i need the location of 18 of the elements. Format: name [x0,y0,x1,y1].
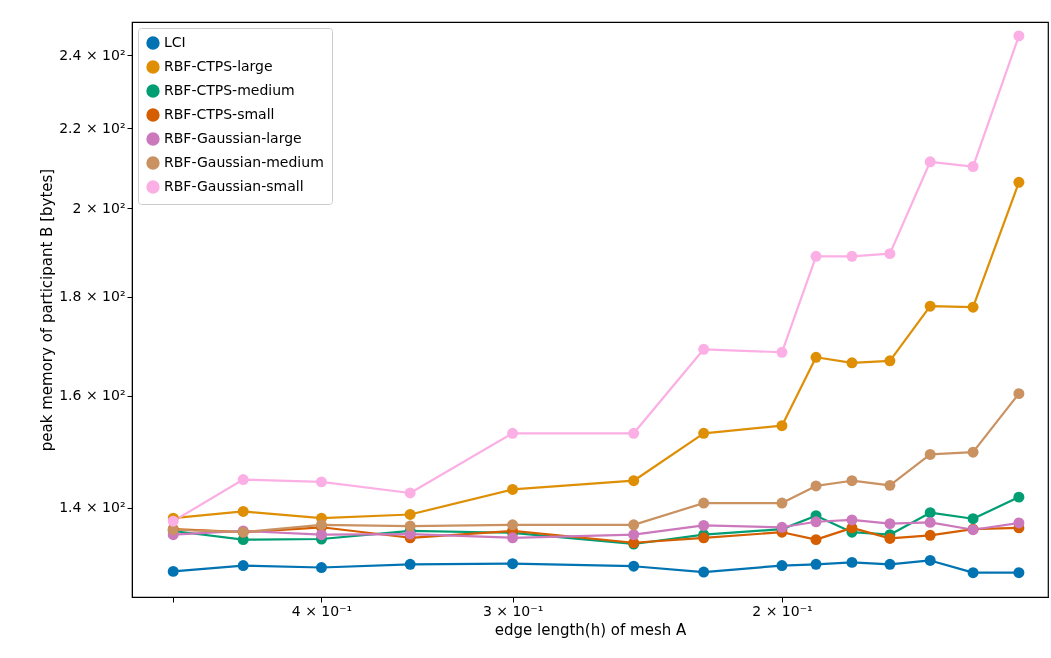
y-tick-label: 2.4 × 10² [59,46,126,63]
legend-label: LCI [164,34,186,50]
legend-label: RBF-Gaussian-large [164,130,302,146]
y-tick-label: 1.6 × 10² [59,387,126,404]
x-axis-title: edge length(h) of mesh A [494,620,687,639]
y-tick-label: 2 × 10² [72,199,126,216]
legend-label: RBF-CTPS-medium [164,82,295,98]
legend-label: RBF-CTPS-small [164,106,275,122]
y-tick-label: 1.8 × 10² [59,288,126,305]
y-axis-title: peak memory of participant B [bytes] [38,168,57,452]
y-tick-label: 2.2 × 10² [59,119,126,136]
y-tick-label: 1.4 × 10² [59,499,126,516]
legend-label: RBF-CTPS-large [164,58,273,74]
x-tick-label: 2 × 10⁻¹ [752,602,813,619]
x-tick-label: 3 × 10⁻¹ [482,602,544,619]
legend-label: RBF-Gaussian-small [164,178,304,194]
legend-label: RBF-Gaussian-medium [164,154,324,170]
x-tick-label: 4 × 10⁻¹ [291,602,353,619]
